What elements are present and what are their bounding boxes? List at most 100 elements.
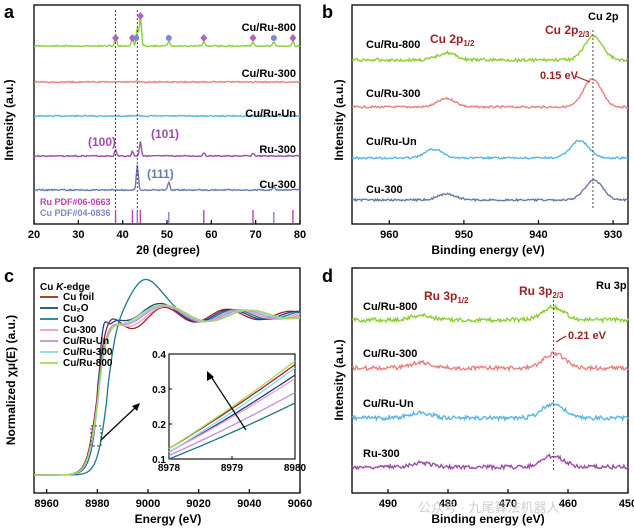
xtick-label-a-2: 40 (117, 229, 129, 241)
xtick-label-c-4: 9040 (237, 498, 261, 510)
panel-letter-a: a (4, 2, 15, 22)
shift-label-d: 0.21 eV (568, 330, 607, 342)
xtick-label-d-3: 460 (559, 498, 577, 510)
sample-label-d-1: Cu/Ru-300 (363, 348, 417, 360)
inset-series-2 (168, 402, 296, 460)
legend-label-2: CuO (63, 314, 84, 325)
marker-diamond-4 (112, 34, 120, 42)
marker-diamond-3 (289, 34, 297, 42)
xrd-series-2 (33, 114, 301, 118)
xlabel-c: Energy (eV) (135, 512, 202, 526)
peak-label-100: (100) (88, 135, 116, 149)
zoom-box (90, 425, 102, 447)
inset-series-3 (168, 377, 296, 453)
inset-series-5 (168, 367, 296, 453)
peak-label-111: (111) (147, 167, 174, 181)
xtick-label-c-1: 8980 (85, 498, 109, 510)
xtick-label-c-0: 8960 (34, 498, 58, 510)
xlabel-a: 2θ (degree) (136, 243, 200, 257)
sample-label-a-4: Cu-300 (259, 179, 296, 191)
panel-letter-b: b (322, 2, 333, 22)
legend-label-5: Cu/Ru-300 (63, 347, 113, 358)
peak-label-b-2: Cu 2p2/3 (545, 23, 590, 39)
marker-circle-0 (133, 35, 140, 41)
xrd-series-3 (33, 141, 300, 158)
xtick-label-b-3: 930 (604, 229, 622, 241)
sample-label-d-0: Cu/Ru-800 (363, 301, 417, 313)
zoom-arrow (100, 406, 137, 441)
sample-label-b-2: Cu/Ru-Un (366, 136, 417, 148)
shift-label-b: 0.15 eV (540, 70, 579, 82)
xlabel-d: Binding energy (eV) (431, 512, 544, 526)
xrd-series-0 (33, 13, 301, 48)
xps-cu-series-1 (351, 77, 629, 110)
xanes-series-6 (34, 304, 301, 476)
legend-label-0: Cu foil (63, 292, 94, 303)
xtick-label-c-2: 9000 (136, 498, 160, 510)
xtick-label-d-0: 490 (379, 498, 397, 510)
xtick-label-b-2: 940 (529, 229, 547, 241)
legend-label-1: Cu₂O (63, 303, 89, 314)
xlabel-b: Binding energy (eV) (431, 243, 544, 257)
xps-ru-series-0 (351, 303, 629, 325)
xtick-label-c-5: 9060 (288, 498, 312, 510)
sample-label-d-2: Cu/Ru-Un (363, 398, 414, 410)
sample-label-b-3: Cu-300 (366, 184, 403, 196)
xps-cu-series-0 (351, 34, 629, 64)
xps-cu-series-3 (351, 178, 629, 203)
ref-label-ru: Ru PDF#06-0663 (40, 197, 111, 207)
frame-d (351, 267, 629, 494)
ylabel-a: Intensity (a.u.) (2, 79, 16, 160)
xtick-label-d-1: 480 (439, 498, 457, 510)
xrd-series-1 (33, 80, 301, 84)
xps-ru-series-1 (351, 351, 629, 373)
ylabel-b: Intensity (a.u.) (332, 79, 346, 160)
xps-ru-series-3 (351, 453, 629, 472)
sample-label-d-3: Ru-300 (363, 448, 400, 460)
ylabel-d: Intensity (a.u.) (332, 339, 346, 420)
xtick-label-a-0: 20 (28, 229, 40, 241)
panel-letter-c: c (4, 266, 14, 286)
sample-label-b-0: Cu/Ru-800 (366, 39, 420, 51)
xtick-label-a-5: 70 (250, 229, 262, 241)
xtick-label-a-4: 60 (205, 229, 217, 241)
frame-c (33, 267, 301, 494)
marker-diamond-0 (136, 12, 144, 20)
inset-xtick-label-1: 8979 (221, 463, 244, 474)
inset-ytick-label-0: 0.1 (152, 455, 166, 466)
panel-letter-d: d (322, 266, 333, 286)
ylabel-c: Normalized χμ(E) (a.u.) (4, 315, 18, 445)
legend-title-c: Cu K-edge (40, 282, 90, 293)
corner-label-d: Ru 3p (596, 280, 627, 292)
inset-ytick-label-3: 0.4 (152, 350, 166, 361)
inset-ytick-label-2: 0.3 (152, 385, 166, 396)
shift-arrow-d (555, 335, 567, 343)
legend-label-6: Cu/Ru-800 (63, 358, 113, 369)
xtick-label-b-1: 950 (455, 229, 473, 241)
peak-label-d-2: Ru 3p2/3 (519, 284, 564, 300)
xtick-label-d-2: 470 (499, 498, 517, 510)
corner-label-b: Cu 2p (588, 11, 619, 23)
xrd-series-4 (33, 164, 301, 192)
inset-xtick-label-2: 8980 (284, 463, 307, 474)
sample-label-a-0: Cu/Ru-800 (242, 22, 296, 34)
marker-circle-1 (165, 35, 172, 41)
xps-cu-series-2 (351, 139, 629, 160)
xps-ru-series-2 (351, 402, 629, 423)
legend-label-4: Cu/Ru-Un (63, 336, 109, 347)
xtick-label-a-3: 50 (161, 229, 173, 241)
sample-label-b-1: Cu/Ru-300 (366, 88, 420, 100)
peak-label-101: (101) (151, 127, 179, 141)
marker-diamond-1 (200, 34, 208, 42)
sample-label-a-2: Cu/Ru-Un (245, 108, 296, 120)
xtick-label-d-4: 450 (619, 498, 634, 510)
peak-label-b-1: Cu 2p1/2 (430, 32, 475, 48)
frame-b (351, 4, 629, 225)
marker-circle-2 (270, 35, 277, 41)
marker-diamond-2 (249, 34, 257, 42)
inset-series-6 (168, 360, 296, 450)
zoom-arrow-head (132, 403, 140, 411)
xtick-label-a-1: 30 (72, 229, 84, 241)
watermark: 公众号 · 九尾算法机器人 (418, 500, 560, 515)
ref-label-cu: Cu PDF#04-0836 (40, 208, 111, 218)
